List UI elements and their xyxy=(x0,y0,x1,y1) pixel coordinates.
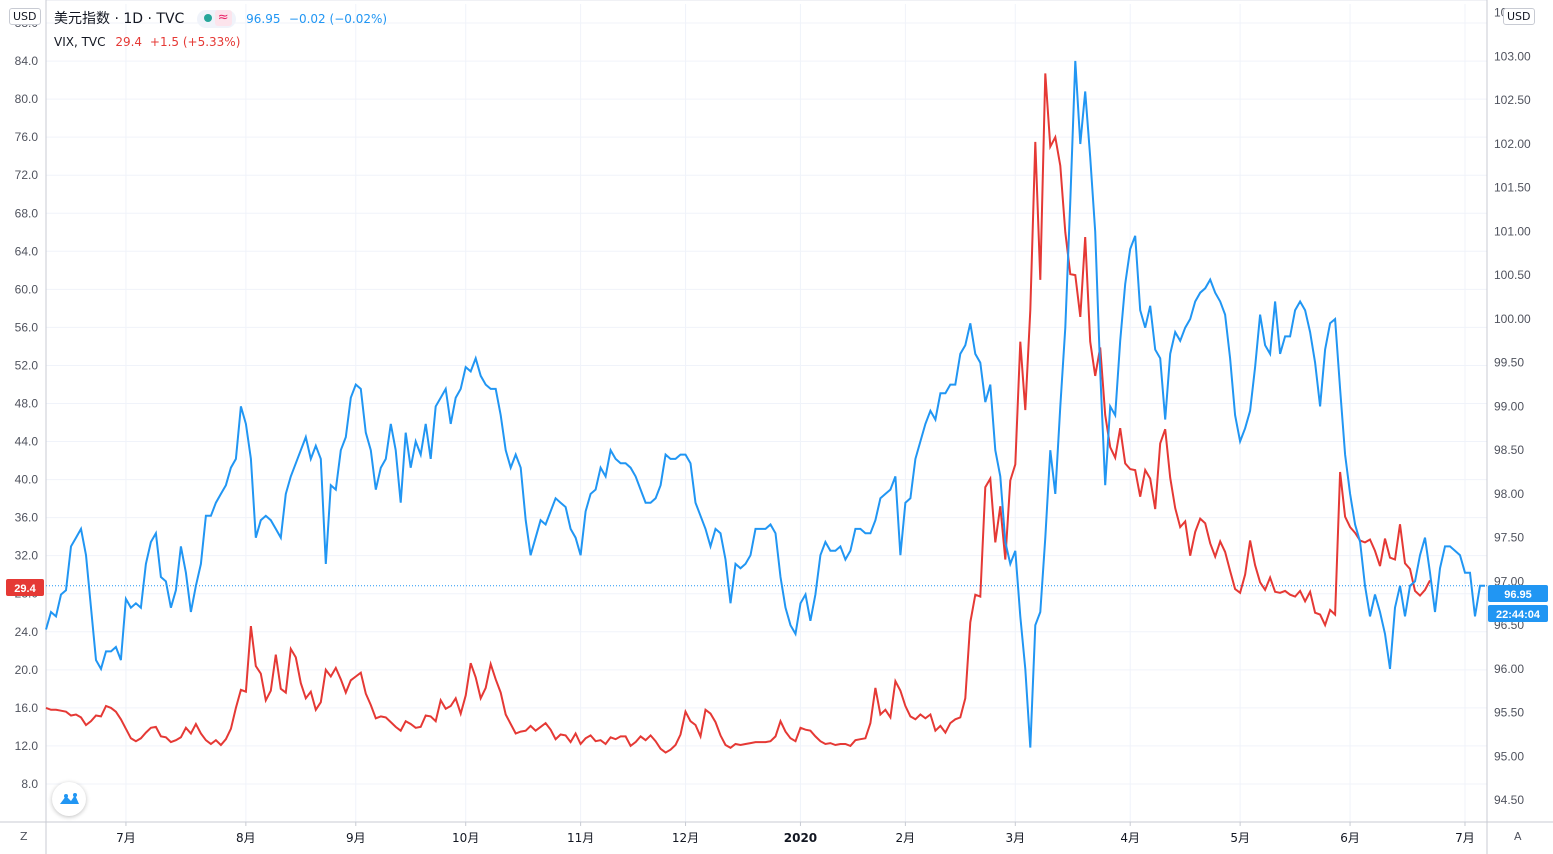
countdown-label-text: 22:44:04 xyxy=(1496,609,1541,621)
left-unit-badge[interactable]: USD xyxy=(9,8,41,25)
right-tick-label: 100.00 xyxy=(1494,312,1531,326)
left-tick-label: 40.0 xyxy=(15,473,39,487)
left-tick-label: 8.0 xyxy=(21,777,38,791)
vix-legend[interactable]: VIX, TVC 29.4 +1.5 (+5.33%) xyxy=(54,35,240,49)
left-tick-label: 80.0 xyxy=(15,92,39,106)
time-tick-label: 6月 xyxy=(1340,831,1360,845)
time-tick-label: 8月 xyxy=(236,831,256,845)
left-tick-label: 32.0 xyxy=(15,549,39,563)
time-tick-label: 7月 xyxy=(116,831,136,845)
left-tick-label: 16.0 xyxy=(15,701,39,715)
right-price-scale[interactable]: 94.5095.0095.5096.0096.5097.0097.5098.00… xyxy=(1494,6,1531,807)
vix-price-label: 29.4 xyxy=(6,579,44,596)
left-tick-label: 84.0 xyxy=(15,54,39,68)
dxy-series-line xyxy=(45,60,1485,748)
right-tick-label: 102.00 xyxy=(1494,137,1531,151)
time-tick-label: 5月 xyxy=(1230,831,1250,845)
tradingview-logo[interactable] xyxy=(52,782,86,816)
time-tick-label: 3月 xyxy=(1005,831,1025,845)
left-tick-label: 56.0 xyxy=(15,320,39,334)
right-tick-label: 102.50 xyxy=(1494,93,1531,107)
time-tick-label: 10月 xyxy=(452,831,479,845)
time-tick-label: 12月 xyxy=(672,831,699,845)
vix-price-label-text: 29.4 xyxy=(14,583,36,595)
time-tick-label: 2020 xyxy=(784,831,817,845)
left-tick-label: 60.0 xyxy=(15,282,39,296)
legend-status-pill[interactable]: ≈ xyxy=(196,10,236,28)
dxy-price-label: 96.95 22:44:04 xyxy=(1488,585,1548,622)
left-tick-label: 12.0 xyxy=(15,739,39,753)
time-tick-label: 4月 xyxy=(1120,831,1140,845)
right-tick-label: 99.00 xyxy=(1494,399,1524,413)
left-tick-label: 44.0 xyxy=(15,435,39,449)
right-tick-label: 101.00 xyxy=(1494,224,1531,238)
dxy-legend-name: 美元指数 · 1D · TVC xyxy=(54,11,185,27)
tradingview-logo-icon xyxy=(60,793,79,804)
market-open-dot-icon xyxy=(203,14,212,22)
right-tick-label: 96.00 xyxy=(1494,662,1524,676)
grid xyxy=(46,4,1487,822)
left-tick-label: 76.0 xyxy=(15,130,39,144)
left-tick-label: 24.0 xyxy=(15,625,39,639)
left-price-scale[interactable]: 8.012.016.020.024.028.032.036.040.044.04… xyxy=(15,16,39,791)
vix-legend-change: +1.5 (+5.33%) xyxy=(149,35,241,49)
compare-wave-icon: ≈ xyxy=(214,10,232,26)
left-tick-label: 52.0 xyxy=(15,358,39,372)
left-tick-label: 68.0 xyxy=(15,206,39,220)
right-tick-label: 95.50 xyxy=(1494,706,1524,720)
corner-left-toggle[interactable]: Z xyxy=(20,830,28,843)
right-tick-label: 98.50 xyxy=(1494,443,1524,457)
right-tick-label: 103.00 xyxy=(1494,49,1531,63)
right-tick-label: 97.50 xyxy=(1494,531,1524,545)
vix-legend-value: 29.4 xyxy=(115,35,143,49)
right-tick-label: 95.00 xyxy=(1494,749,1524,763)
time-tick-label: 11月 xyxy=(567,831,594,845)
vix-series-line xyxy=(45,73,1431,754)
left-tick-label: 72.0 xyxy=(15,168,39,182)
time-tick-label: 2月 xyxy=(896,831,916,845)
left-tick-label: 20.0 xyxy=(15,663,39,677)
auto-scale-toggle[interactable]: A xyxy=(1514,830,1522,843)
right-tick-label: 101.50 xyxy=(1494,181,1531,195)
right-tick-label: 94.50 xyxy=(1494,793,1524,807)
dxy-legend-change: −0.02 (−0.02%) xyxy=(288,12,388,26)
left-tick-label: 48.0 xyxy=(15,396,39,410)
right-unit-badge[interactable]: USD xyxy=(1503,8,1535,25)
dxy-legend-value: 96.95 xyxy=(246,12,281,26)
left-tick-label: 36.0 xyxy=(15,511,39,525)
dxy-legend[interactable]: 美元指数 · 1D · TVC ≈ 96.95 −0.02 (−0.02%) xyxy=(54,8,387,28)
left-tick-label: 64.0 xyxy=(15,244,39,258)
right-tick-label: 98.00 xyxy=(1494,487,1524,501)
dxy-price-label-text: 96.95 xyxy=(1504,589,1532,601)
right-tick-label: 97.00 xyxy=(1494,574,1524,588)
right-tick-label: 99.50 xyxy=(1494,356,1524,370)
right-tick-label: 100.50 xyxy=(1494,268,1531,282)
time-scale[interactable]: 7月 8月 9月 10月 11月 12月 2020 2月 3月 4月 5月 6月 7月 xyxy=(116,831,1475,845)
time-tick-label: 9月 xyxy=(346,831,366,845)
time-tick-label: 7月 xyxy=(1455,831,1475,845)
vix-legend-name: VIX, TVC xyxy=(54,35,106,49)
